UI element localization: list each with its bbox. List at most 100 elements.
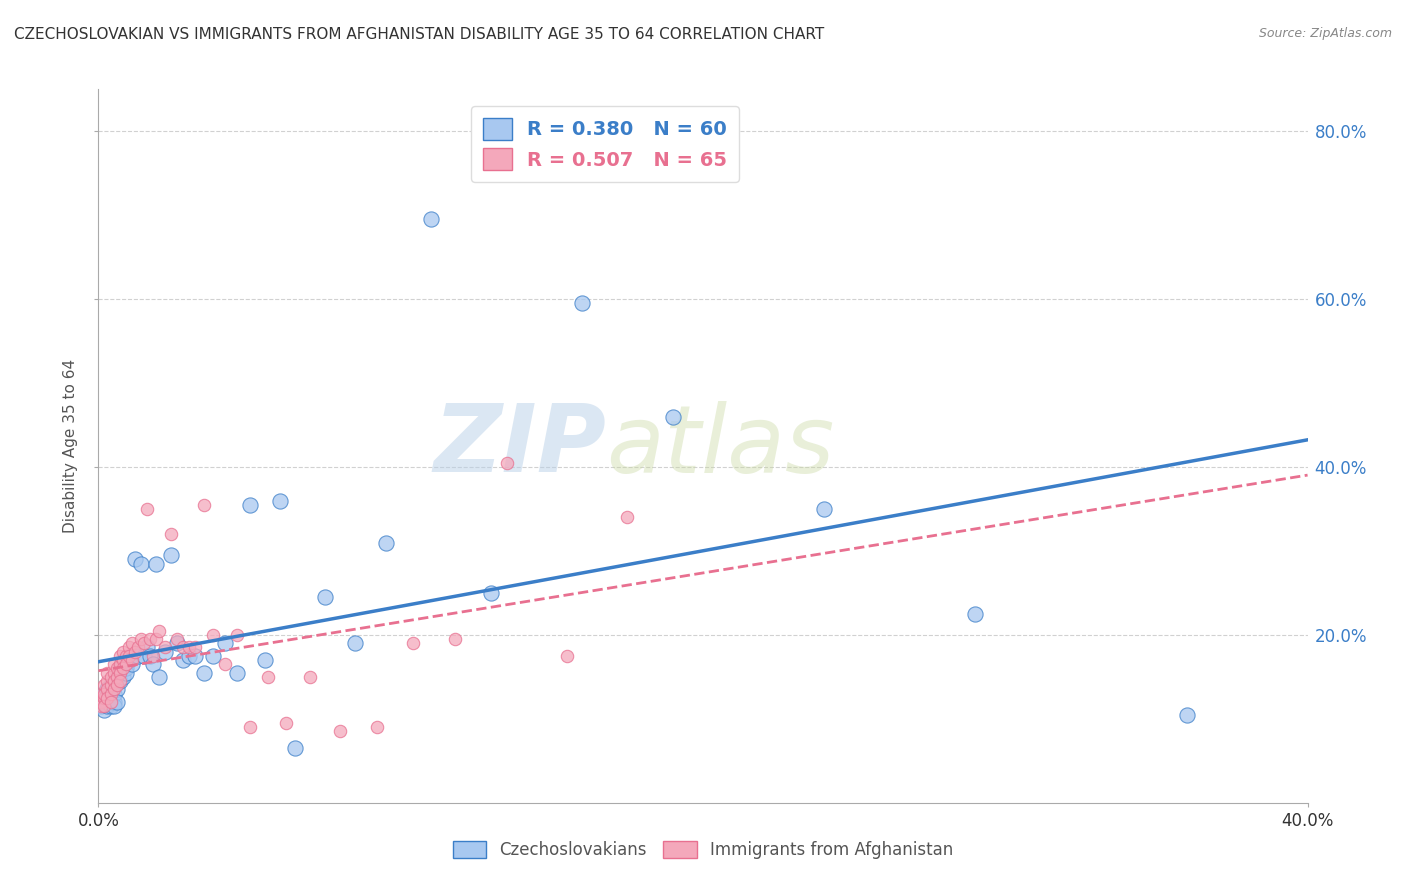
Point: [93, 678, 115, 692]
Point: [662, 409, 685, 424]
Point: [420, 212, 443, 227]
Point: [145, 632, 167, 646]
Point: [127, 648, 149, 663]
Point: [142, 657, 165, 672]
Point: [374, 535, 396, 549]
Point: [118, 640, 141, 655]
Point: [145, 557, 167, 571]
Point: [105, 670, 128, 684]
Point: [108, 648, 131, 663]
Point: [179, 648, 201, 663]
Point: [108, 665, 131, 680]
Text: ZIP: ZIP: [433, 400, 606, 492]
Point: [100, 670, 122, 684]
Text: CZECHOSLOVAKIAN VS IMMIGRANTS FROM AFGHANISTAN DISABILITY AGE 35 TO 64 CORRELATI: CZECHOSLOVAKIAN VS IMMIGRANTS FROM AFGHA…: [14, 27, 824, 42]
Text: Source: ZipAtlas.com: Source: ZipAtlas.com: [1258, 27, 1392, 40]
Text: atlas: atlas: [606, 401, 835, 491]
Point: [193, 498, 215, 512]
Point: [965, 607, 987, 621]
Point: [114, 657, 136, 672]
Point: [329, 724, 352, 739]
Point: [253, 653, 276, 667]
Point: [103, 682, 125, 697]
Point: [90, 687, 112, 701]
Point: [184, 648, 207, 663]
Point: [202, 648, 225, 663]
Point: [284, 741, 307, 756]
Point: [108, 674, 131, 689]
Point: [100, 687, 122, 701]
Point: [402, 636, 425, 650]
Point: [160, 548, 183, 562]
Point: [114, 665, 136, 680]
Point: [193, 665, 215, 680]
Point: [124, 552, 146, 566]
Point: [184, 640, 207, 655]
Point: [93, 699, 115, 714]
Point: [105, 678, 128, 692]
Point: [226, 628, 249, 642]
Point: [103, 665, 125, 680]
Point: [114, 661, 136, 675]
Point: [135, 502, 157, 516]
Point: [103, 678, 125, 692]
Point: [93, 687, 115, 701]
Point: [239, 720, 262, 734]
Point: [571, 296, 593, 310]
Point: [96, 665, 118, 680]
Point: [153, 640, 176, 655]
Point: [93, 703, 115, 717]
Point: [96, 682, 118, 697]
Point: [139, 648, 162, 663]
Point: [105, 661, 128, 675]
Point: [96, 699, 118, 714]
Point: [90, 690, 112, 705]
Point: [108, 661, 131, 675]
Point: [96, 695, 118, 709]
Point: [299, 670, 322, 684]
Point: [111, 645, 134, 659]
Point: [100, 687, 122, 701]
Point: [127, 640, 149, 655]
Point: [105, 695, 128, 709]
Point: [118, 653, 141, 667]
Point: [1175, 707, 1198, 722]
Point: [103, 657, 125, 672]
Point: [214, 657, 236, 672]
Point: [172, 640, 194, 655]
Point: [214, 636, 236, 650]
Point: [135, 640, 157, 655]
Point: [96, 682, 118, 697]
Point: [132, 636, 155, 650]
Point: [166, 636, 188, 650]
Point: [142, 648, 165, 663]
Point: [121, 653, 143, 667]
Point: [269, 493, 291, 508]
Point: [226, 665, 249, 680]
Legend: Czechoslovakians, Immigrants from Afghanistan: Czechoslovakians, Immigrants from Afghan…: [446, 834, 960, 866]
Point: [108, 674, 131, 689]
Point: [172, 653, 194, 667]
Point: [93, 695, 115, 709]
Point: [103, 699, 125, 714]
Point: [616, 510, 638, 524]
Point: [93, 690, 115, 705]
Point: [105, 682, 128, 697]
Point: [90, 695, 112, 709]
Point: [129, 632, 152, 646]
Point: [256, 670, 278, 684]
Point: [148, 670, 170, 684]
Point: [495, 456, 517, 470]
Point: [103, 695, 125, 709]
Point: [274, 716, 297, 731]
Point: [121, 636, 143, 650]
Point: [139, 632, 162, 646]
Point: [148, 624, 170, 638]
Point: [100, 699, 122, 714]
Point: [118, 648, 141, 663]
Point: [813, 502, 835, 516]
Point: [90, 699, 112, 714]
Point: [366, 720, 388, 734]
Point: [179, 640, 201, 655]
Point: [108, 657, 131, 672]
